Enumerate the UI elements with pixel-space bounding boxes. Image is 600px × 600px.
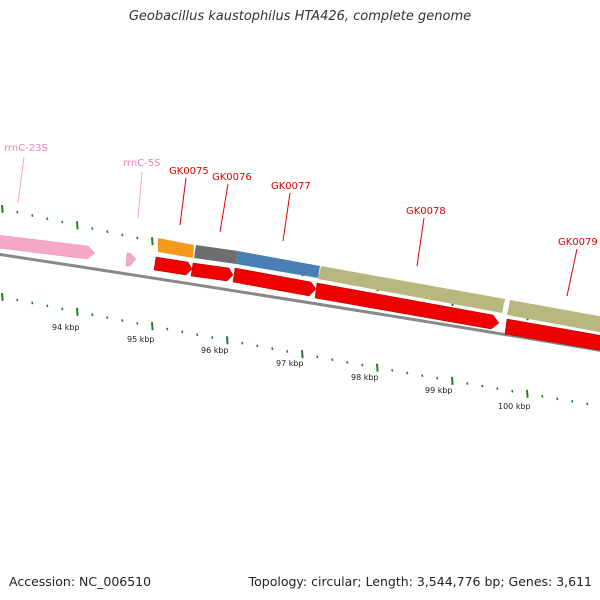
inner-minor-tick xyxy=(556,397,559,401)
outer-minor-tick xyxy=(61,220,64,224)
label-gk0078: GK0078 xyxy=(406,206,446,217)
label-gk0079: GK0079 xyxy=(558,237,598,248)
tick-label-96kbp: 96 kbp xyxy=(201,346,229,355)
inner-minor-tick xyxy=(61,307,64,311)
inner-major-tick xyxy=(301,350,304,359)
inner-major-tick xyxy=(151,322,154,331)
inner-minor-tick xyxy=(211,336,214,339)
leader-rrnc-23s xyxy=(17,156,25,204)
outer-minor-tick xyxy=(31,214,34,217)
inner-minor-tick xyxy=(346,360,349,364)
inner-minor-tick xyxy=(121,319,124,322)
cds-gk0079-arrow[interactable] xyxy=(504,318,600,352)
leader-gk0079 xyxy=(566,248,578,297)
inner-minor-tick xyxy=(361,363,364,367)
inner-minor-tick xyxy=(511,389,514,393)
map-title: Geobacillus kaustophilus HTA426, complet… xyxy=(0,9,600,24)
outer-minor-tick xyxy=(121,233,124,237)
leader-rrnc-5s xyxy=(137,171,143,219)
inner-minor-tick xyxy=(541,394,544,398)
title-suffix: , complete genome xyxy=(344,9,472,24)
gray-feature-segment[interactable] xyxy=(194,245,238,264)
tick-label-98kbp: 98 kbp xyxy=(351,373,379,382)
inner-tick-row xyxy=(1,292,589,406)
cds-gk0077-arrow[interactable] xyxy=(232,267,317,297)
tick-label-97kbp: 97 kbp xyxy=(276,359,304,368)
inner-major-tick xyxy=(226,336,229,345)
outer-minor-tick xyxy=(106,230,109,234)
inner-minor-tick xyxy=(286,350,289,353)
inner-minor-tick xyxy=(436,376,439,380)
inner-minor-tick xyxy=(316,355,319,359)
olive-feature-segment-gk0079[interactable] xyxy=(507,300,600,334)
leader-gk0075 xyxy=(179,177,187,226)
label-gk0075: GK0075 xyxy=(169,166,209,177)
cds-gk0075-arrow[interactable] xyxy=(153,256,193,276)
tick-label-99kbp: 99 kbp xyxy=(425,386,453,395)
inner-minor-tick xyxy=(256,344,259,348)
tick-label-94kbp: 94 kbp xyxy=(52,323,80,332)
outer-minor-tick xyxy=(136,236,139,240)
inner-minor-tick xyxy=(136,321,139,325)
outer-major-tick xyxy=(151,237,154,246)
inner-minor-tick xyxy=(166,327,169,331)
tick-label-100kbp: 100 kbp xyxy=(498,402,531,411)
accession-info: Accession: NC_006510 xyxy=(9,574,151,589)
leader-gk0076 xyxy=(219,183,229,233)
label-rrnc-5s: rrnC-5S xyxy=(123,158,161,169)
inner-minor-tick xyxy=(571,399,574,403)
inner-major-tick xyxy=(526,389,529,398)
inner-minor-tick xyxy=(271,347,274,351)
rrna-5s-feature[interactable] xyxy=(125,252,137,267)
orange-feature-segment[interactable] xyxy=(158,238,194,258)
inner-minor-tick xyxy=(91,313,94,317)
outer-minor-tick xyxy=(91,227,94,230)
blue-feature-segment[interactable] xyxy=(236,251,320,278)
inner-minor-tick xyxy=(181,330,184,334)
accession-label: Accession: xyxy=(9,574,76,589)
label-gk0076: GK0076 xyxy=(212,172,252,183)
cds-gk0078-arrow[interactable] xyxy=(314,282,500,330)
outer-minor-tick xyxy=(16,210,19,214)
olive-feature-segment-gk0078[interactable] xyxy=(318,266,505,313)
genome-summary: Topology: circular; Length: 3,544,776 bp… xyxy=(248,574,592,589)
label-rrnc-23s: rrnC-23S xyxy=(4,143,48,154)
inner-minor-tick xyxy=(496,387,499,391)
inner-minor-tick xyxy=(466,382,469,385)
inner-minor-tick xyxy=(16,298,19,302)
inner-major-tick xyxy=(376,363,379,372)
inner-minor-tick xyxy=(406,371,409,375)
inner-major-tick xyxy=(451,376,454,385)
leader-gk0077 xyxy=(282,192,291,242)
outer-major-tick xyxy=(1,204,4,214)
rrna-23s-feature[interactable] xyxy=(0,234,96,260)
label-gk0077: GK0077 xyxy=(271,181,311,192)
genome-backbone xyxy=(0,253,600,352)
tick-label-95kbp: 95 kbp xyxy=(127,335,155,344)
inner-minor-tick xyxy=(31,301,34,305)
inner-minor-tick xyxy=(331,358,334,362)
inner-minor-tick xyxy=(106,316,109,319)
inner-minor-tick xyxy=(241,341,244,345)
organism-name: Geobacillus kaustophilus HTA426 xyxy=(128,9,345,24)
inner-minor-tick xyxy=(586,402,589,406)
cds-gk0076-arrow[interactable] xyxy=(190,262,234,282)
inner-minor-tick xyxy=(421,374,424,378)
inner-minor-tick xyxy=(46,304,49,308)
inner-minor-tick xyxy=(481,384,484,388)
outer-minor-tick xyxy=(46,217,49,221)
outer-major-tick xyxy=(76,221,79,230)
inner-major-tick xyxy=(76,307,79,316)
inner-major-tick xyxy=(1,292,4,302)
accession-value: NC_006510 xyxy=(79,574,152,589)
inner-minor-tick xyxy=(196,333,199,337)
leader-gk0078 xyxy=(416,217,425,267)
inner-minor-tick xyxy=(391,368,394,372)
